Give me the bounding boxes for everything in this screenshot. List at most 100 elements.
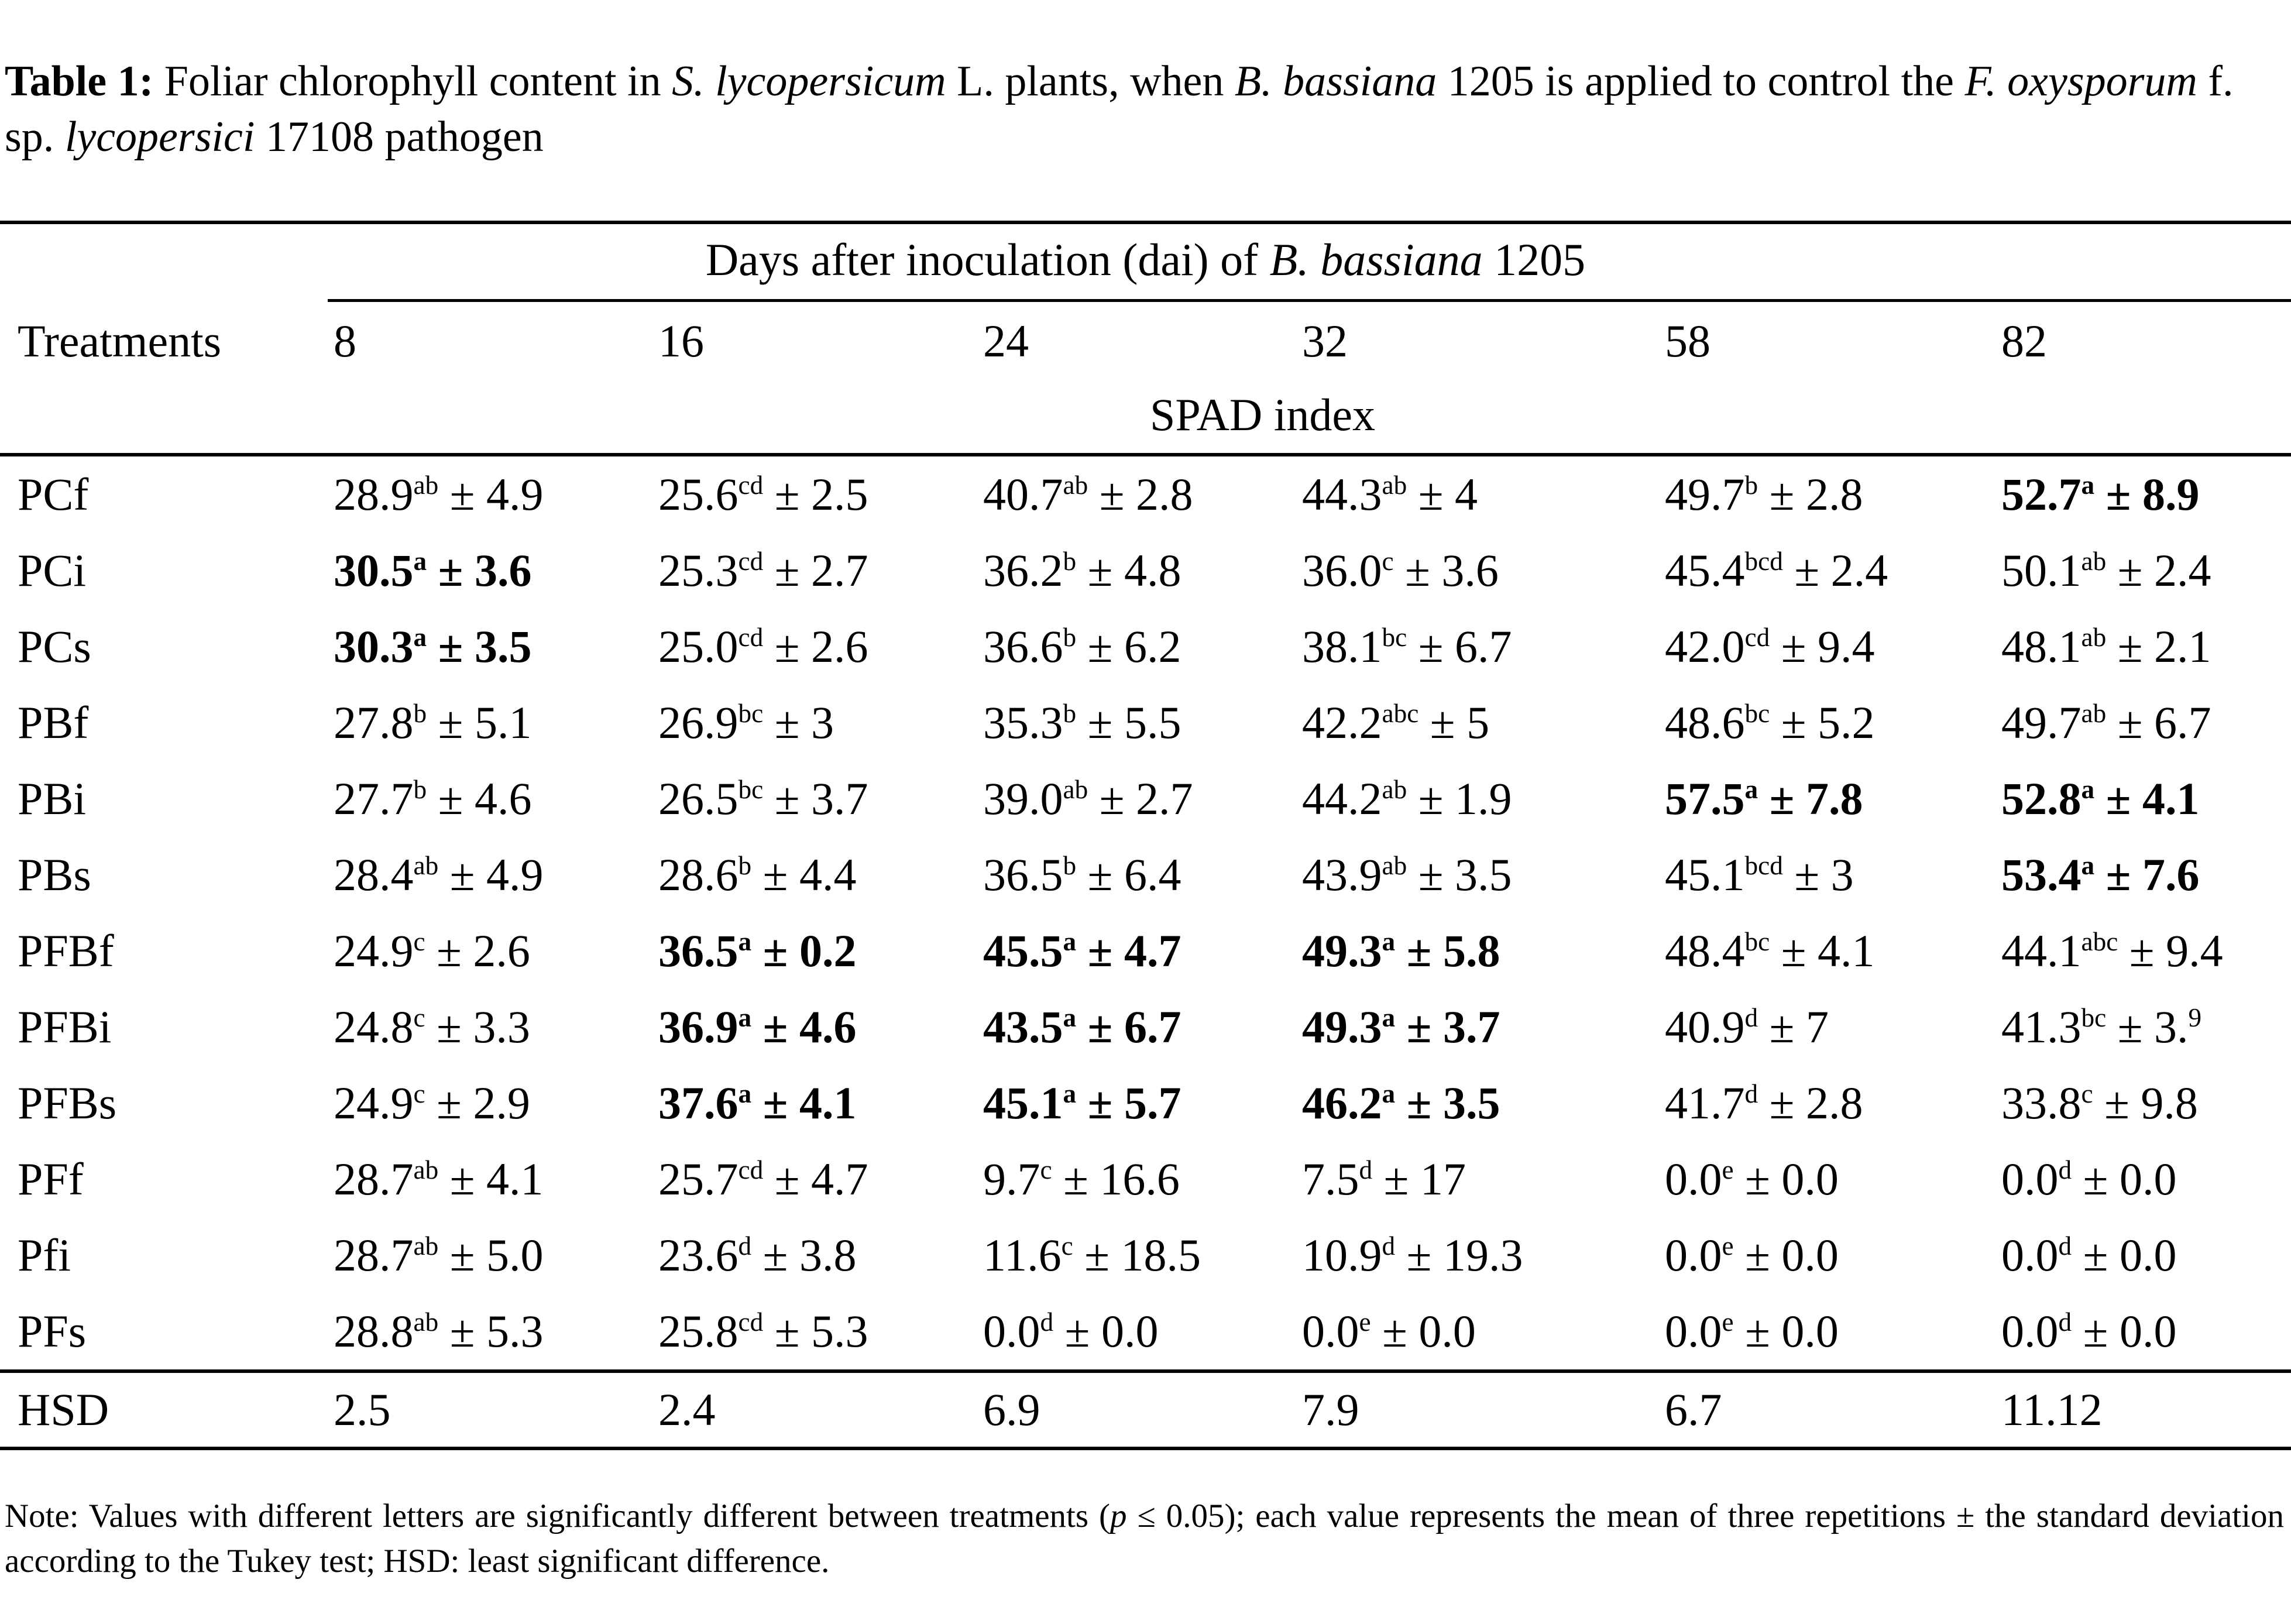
significance-letters: a <box>2081 775 2095 805</box>
mean-value: 49.7 <box>2001 697 2082 749</box>
plus-minus-sign: ± <box>1052 1153 1100 1205</box>
plus-minus-sign: ± <box>763 697 812 749</box>
significance-letters: e <box>1722 1231 1734 1261</box>
sd-value: 4.6 <box>799 1001 857 1053</box>
sd-value: 5.2 <box>1818 697 1875 749</box>
table-row: PBf 27.8b ± 5.1 26.9bc ± 3 35.3b ± 5.5 42.2a… <box>0 685 2291 761</box>
plus-minus-sign: ± <box>763 1306 812 1357</box>
data-cell: 11.6c ± 18.5 <box>977 1217 1296 1293</box>
data-cell: 0.0d ± 0.0 <box>1995 1217 2291 1293</box>
treatment-label: PFf <box>18 1153 84 1205</box>
table-row: PCi 30.5a ± 3.6 25.3cd ± 2.7 36.2b ± 4.8 36.… <box>0 533 2291 609</box>
sd-value: 0.0 <box>1418 1306 1476 1357</box>
mean-value: 9.7 <box>983 1153 1040 1205</box>
sd-value: 3.6 <box>474 545 532 596</box>
data-cell: 49.3a ± 3.7 <box>1296 989 1659 1065</box>
data-cell: 27.7b ± 4.6 <box>328 761 652 837</box>
plus-minus-sign: ± <box>1770 621 1818 672</box>
data-cell: 0.0d ± 0.0 <box>977 1293 1296 1369</box>
data-cell: 48.1ab ± 2.1 <box>1995 609 2291 685</box>
mean-value: 36.2 <box>983 545 1063 596</box>
table-row: PBi 27.7b ± 4.6 26.5bc ± 3.7 39.0ab ± 2.7 44… <box>0 761 2291 837</box>
mean-value: 0.0 <box>1665 1153 1722 1205</box>
mean-value: 30.3 <box>334 621 414 672</box>
data-cell: 36.9a ± 4.6 <box>652 989 977 1065</box>
plus-minus-sign: ± <box>1758 1077 1806 1129</box>
plus-minus-sign: ± <box>1395 1077 1443 1129</box>
treatment-label: PCf <box>18 469 89 520</box>
significance-letters: b <box>413 775 427 805</box>
significance-letters: cd <box>738 1307 764 1337</box>
mean-value: 36.0 <box>1302 545 1382 596</box>
significance-letters: a <box>1382 1003 1396 1033</box>
sd-value: 2.8 <box>1805 469 1863 520</box>
significance-letters: b <box>1063 547 1077 576</box>
table-row: PBs 28.4ab ± 4.9 28.6b ± 4.4 36.5b ± 6.4 43.… <box>0 837 2291 913</box>
table-row: PCf 28.9ab ± 4.9 25.6cd ± 2.5 40.7ab ± 2.8 4… <box>0 456 2291 533</box>
sd-value: 0.2 <box>799 925 857 977</box>
plus-minus-sign: ± <box>1076 545 1124 596</box>
mean-value: 52.7 <box>2001 469 2082 520</box>
plus-minus-sign: ± <box>1393 545 1442 596</box>
sd-value: 4.9 <box>486 849 544 901</box>
significance-letters: a <box>738 927 752 957</box>
data-cell: 26.9bc ± 3 <box>652 685 977 761</box>
mean-value: 45.1 <box>983 1077 1063 1129</box>
plus-minus-sign: ± <box>438 849 487 901</box>
mean-value: 0.0 <box>2001 1306 2059 1357</box>
significance-letters: cd <box>738 1155 764 1185</box>
significance-letters: abc <box>2081 927 2118 957</box>
significance-letters: a <box>1063 1003 1077 1033</box>
significance-letters: cd <box>738 471 764 500</box>
significance-letters: b <box>738 851 752 881</box>
data-cell: 41.3bc ± 3.9 <box>1995 989 2291 1065</box>
text-segment: S. lycopersicum <box>672 57 946 105</box>
plus-minus-sign: ± <box>425 1077 473 1129</box>
plus-minus-sign: ± <box>1770 697 1818 749</box>
data-cell: 25.6cd ± 2.5 <box>652 456 977 533</box>
mean-value: 36.6 <box>983 621 1063 672</box>
day-column-header: 16 <box>658 315 704 367</box>
plus-minus-sign: ± <box>1407 849 1455 901</box>
data-cell: 26.5bc ± 3.7 <box>652 761 977 837</box>
significance-letters: ab <box>2081 623 2107 653</box>
mean-value: 28.9 <box>334 469 414 520</box>
data-cell: 48.4bc ± 4.1 <box>1659 913 1995 989</box>
plus-minus-sign: ± <box>1758 469 1806 520</box>
data-cell: 33.8c ± 9.8 <box>1995 1065 2291 1141</box>
mean-value: 48.1 <box>2001 621 2082 672</box>
sd-value: 4 <box>1455 469 1478 520</box>
significance-letters: a <box>1744 775 1758 805</box>
data-cell: 24.8c ± 3.3 <box>328 989 652 1065</box>
mean-value: 27.8 <box>334 697 414 749</box>
mean-value: 36.9 <box>658 1001 739 1053</box>
days-after-inoculation-header: Days after inoculation (dai) of B. bassi… <box>328 224 2291 303</box>
mean-value: 39.0 <box>983 773 1063 825</box>
plus-minus-sign: ± <box>1782 849 1831 901</box>
plus-minus-sign: ± <box>1076 1001 1124 1053</box>
mean-value: 48.6 <box>1665 697 1745 749</box>
hsd-value: 11.12 <box>2001 1384 2103 1436</box>
table-caption-text: Foliar chlorophyll content in S. lycoper… <box>5 57 2234 161</box>
significance-letters: a <box>413 547 427 576</box>
plus-minus-sign: ± <box>1076 1077 1124 1129</box>
mean-value: 42.2 <box>1302 697 1382 749</box>
significance-letters: c <box>1061 1231 1073 1261</box>
sd-value: 19.3 <box>1442 1230 1523 1281</box>
plus-minus-sign: ± <box>1770 925 1818 977</box>
plus-minus-sign: ± <box>438 1306 487 1357</box>
mean-value: 46.2 <box>1302 1077 1382 1129</box>
sd-value: 3.3 <box>473 1001 530 1053</box>
data-cell: 0.0e ± 0.0 <box>1659 1141 1995 1217</box>
mean-value: 28.4 <box>334 849 414 901</box>
table-row: PFBs 24.9c ± 2.9 37.6a ± 4.1 45.1a ± 5.7 46.… <box>0 1065 2291 1141</box>
hsd-value: 6.7 <box>1665 1384 1722 1436</box>
significance-letters: c <box>1040 1155 1052 1185</box>
data-cell: 36.5a ± 0.2 <box>652 913 977 989</box>
significance-letters: ab <box>2081 699 2107 729</box>
plus-minus-sign: ± <box>2106 545 2155 596</box>
significance-letters: ab <box>1063 775 1088 805</box>
data-cell: 25.3cd ± 2.7 <box>652 533 977 609</box>
data-cell: 0.0d ± 0.0 <box>1995 1293 2291 1369</box>
plus-minus-sign: ± <box>1733 1230 1782 1281</box>
